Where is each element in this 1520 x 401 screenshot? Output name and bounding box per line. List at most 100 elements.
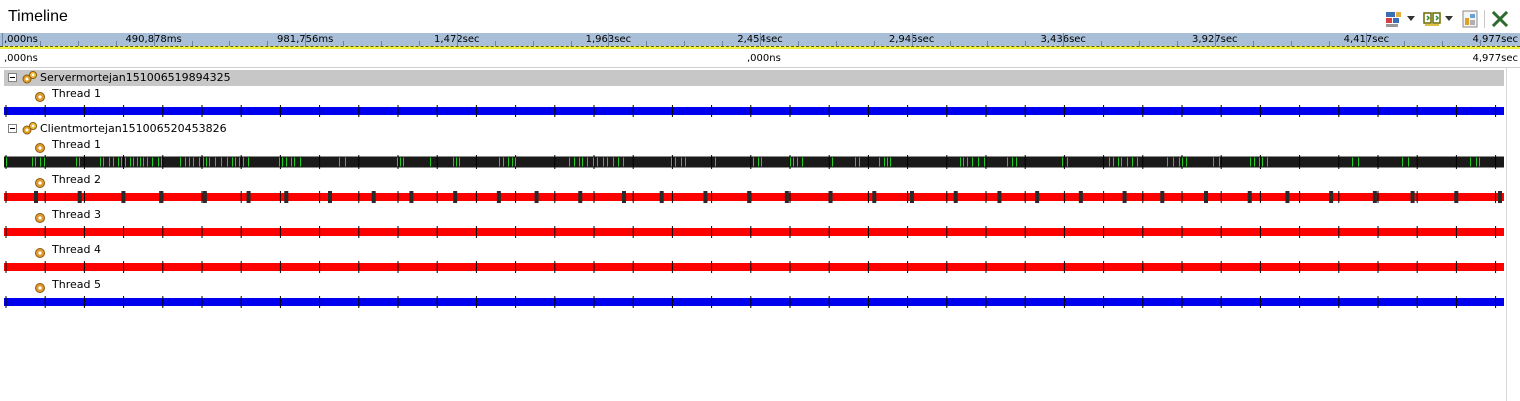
activity-mark [453, 157, 454, 167]
ruler-tick [2, 33, 3, 46]
event-marker [1122, 191, 1127, 203]
activity-mark [1254, 157, 1255, 167]
activity-mark [189, 157, 190, 167]
track-svg[interactable] [4, 295, 1504, 309]
activity-mark [1476, 157, 1477, 167]
ruler-tick [418, 41, 420, 46]
ruler-tick [115, 41, 117, 46]
activity-mark [1137, 157, 1138, 167]
activity-mark [185, 157, 186, 167]
activity-mark [1408, 157, 1409, 167]
activity-mark [890, 157, 891, 167]
activity-mark [300, 157, 301, 167]
event-marker [1329, 191, 1334, 203]
event-marker [622, 191, 626, 203]
thread-track[interactable] [4, 295, 1504, 309]
activity-mark [44, 157, 45, 167]
collapse-toggle[interactable] [8, 73, 17, 82]
ruler-tick [153, 33, 155, 46]
ruler-label: 4,977sec [1472, 34, 1519, 45]
activity-mark [967, 157, 968, 167]
activity-mark [121, 157, 122, 167]
layout-dropdown-caret[interactable] [1407, 16, 1415, 21]
thread-label: Thread 3 [52, 208, 101, 221]
process-row-server[interactable]: Servermortejan151006519894325 [4, 70, 1504, 86]
activity-mark [339, 157, 340, 167]
activity-mark [158, 157, 159, 167]
activity-mark [569, 157, 570, 167]
collapse-toggle[interactable] [8, 124, 17, 133]
activity-mark [1127, 157, 1128, 167]
activity-mark [607, 157, 608, 167]
activity-mark [109, 157, 110, 167]
ruler-tick [343, 41, 345, 46]
selection-range-bar[interactable] [0, 46, 1520, 49]
close-icon[interactable] [1490, 9, 1510, 29]
activity-mark [6, 157, 7, 167]
activity-mark [1007, 157, 1008, 167]
filter-dropdown-caret[interactable] [1445, 16, 1453, 21]
layout-icon[interactable] [1384, 9, 1404, 29]
process-row-client[interactable]: Clientmortejan151006520453826 [4, 121, 1504, 137]
activity-mark [790, 157, 791, 167]
event-marker [371, 191, 376, 203]
activity-mark [1267, 157, 1268, 167]
activity-mark [1352, 157, 1353, 167]
ruler-tick [949, 41, 951, 46]
activity-mark [215, 157, 216, 167]
track-svg[interactable] [4, 260, 1504, 274]
activity-mark [963, 157, 964, 167]
timeline-detail-ruler[interactable]: ,000ns ,000ns 4,977sec [0, 50, 1520, 68]
event-marker [1498, 191, 1502, 203]
gears-icon [21, 70, 39, 86]
event-marker [1078, 191, 1083, 203]
track-svg[interactable] [4, 105, 1504, 117]
timeline-overview-ruler[interactable]: ,000ns490,878ms981,756ms1,472sec1,963sec… [0, 33, 1520, 46]
activity-mark [459, 157, 460, 167]
track-svg[interactable] [4, 190, 1504, 204]
track-bar [4, 228, 1504, 236]
event-marker [703, 191, 708, 203]
event-marker [1160, 191, 1165, 203]
activity-mark [239, 157, 240, 167]
activity-mark [430, 157, 431, 167]
filter-icon[interactable] [1422, 9, 1442, 29]
activity-mark [140, 157, 141, 167]
track-svg[interactable] [4, 225, 1504, 239]
thread-track[interactable] [4, 105, 1504, 117]
activity-mark [613, 157, 614, 167]
event-marker [77, 191, 82, 203]
event-marker [747, 191, 752, 203]
activity-mark [286, 157, 287, 167]
thread-track[interactable] [4, 190, 1504, 204]
activity-mark [232, 157, 233, 167]
event-marker [34, 191, 38, 203]
track-svg[interactable] [4, 155, 1504, 169]
ruler-tick [722, 41, 724, 46]
thread-track[interactable] [4, 225, 1504, 239]
activity-mark [403, 157, 404, 167]
ruler-tick [381, 41, 382, 46]
activity-mark [32, 157, 33, 167]
activity-mark [978, 157, 979, 167]
activity-mark [456, 157, 457, 167]
activity-mark [1179, 157, 1180, 167]
ruler-tick [1101, 41, 1103, 46]
activity-mark [282, 157, 283, 167]
thread-track[interactable] [4, 260, 1504, 274]
export-icon[interactable] [1460, 9, 1480, 29]
vertical-scrollbar[interactable] [1506, 68, 1520, 401]
activity-mark [1132, 157, 1133, 167]
event-marker [659, 191, 664, 203]
activity-mark [1262, 157, 1263, 167]
activity-mark [574, 157, 575, 167]
thread-track[interactable] [4, 155, 1504, 169]
event-marker [534, 191, 539, 203]
activity-mark [294, 157, 295, 167]
activity-mark [623, 157, 624, 167]
ruler-tick [1480, 41, 1482, 46]
event-marker [453, 191, 458, 203]
activity-mark [1358, 157, 1359, 167]
activity-mark [972, 157, 973, 167]
thread-label: Thread 4 [52, 243, 101, 256]
